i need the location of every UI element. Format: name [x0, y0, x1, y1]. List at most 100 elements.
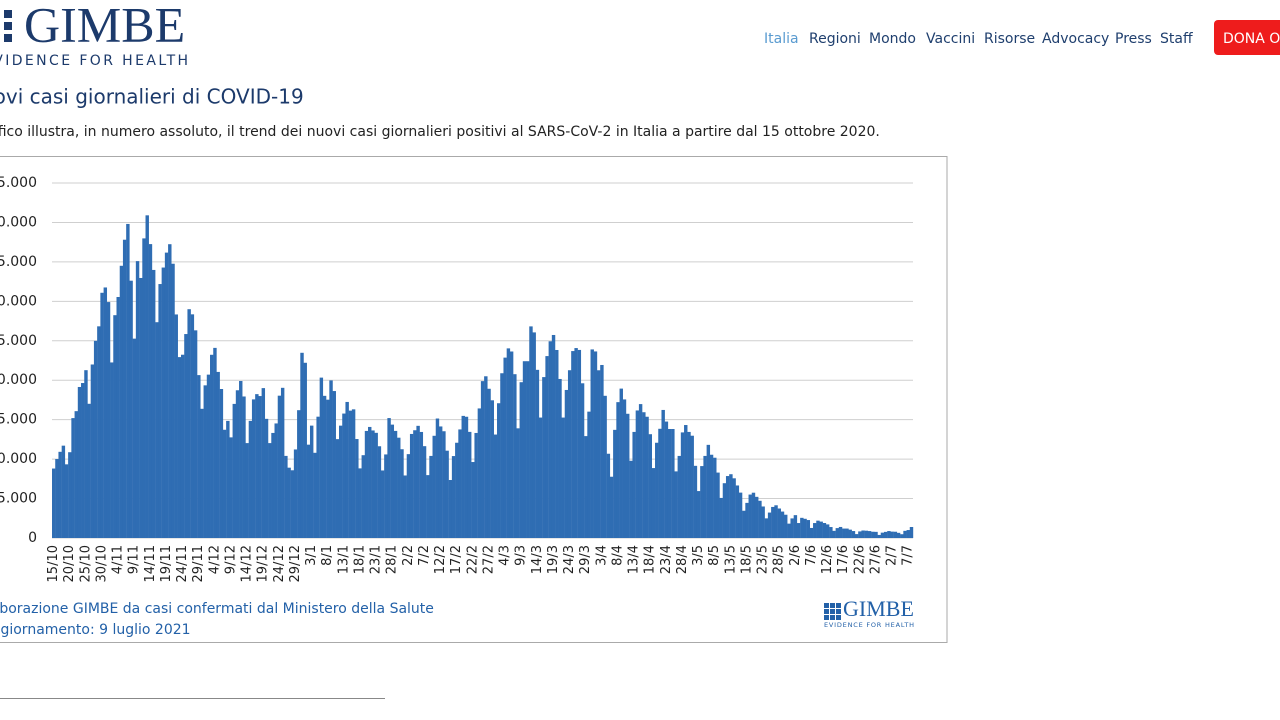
- bar: [900, 534, 904, 538]
- x-tick-label: 7/7: [901, 545, 916, 566]
- bar: [280, 387, 285, 538]
- bar: [90, 364, 95, 538]
- x-tick-label: 8/4: [610, 545, 625, 566]
- bar: [377, 446, 382, 538]
- donate-label[interactable]: DONA ORA: [1223, 31, 1280, 47]
- nav-item[interactable]: Advocacy: [1042, 31, 1109, 47]
- x-tick-label: 22/6: [852, 545, 867, 574]
- bar: [793, 515, 798, 538]
- bar: [896, 532, 901, 538]
- bar: [380, 470, 385, 538]
- bar: [716, 472, 720, 538]
- bar: [500, 373, 504, 538]
- bar: [645, 416, 649, 538]
- x-tick-label: 13/4: [627, 545, 642, 574]
- bar: [171, 263, 175, 538]
- logo[interactable]: GIMBE: [24, 0, 185, 52]
- nav-item[interactable]: Staff: [1160, 31, 1193, 47]
- x-tick-label: 18/4: [643, 545, 658, 574]
- bar: [274, 423, 278, 538]
- bar: [332, 391, 336, 538]
- bar: [487, 388, 491, 538]
- donate-button[interactable]: [1214, 20, 1280, 55]
- bar: [548, 341, 553, 538]
- bar: [700, 466, 704, 538]
- bar: [142, 238, 146, 538]
- bar: [813, 523, 817, 538]
- bar: [74, 411, 78, 538]
- bar: [622, 399, 627, 538]
- bar: [416, 425, 420, 538]
- bar: [116, 296, 120, 538]
- bar: [422, 446, 427, 538]
- x-tick-label: 12/6: [820, 545, 835, 574]
- nav-item[interactable]: Mondo: [869, 31, 916, 47]
- x-tick-label: 29/12: [288, 545, 303, 582]
- bar: [658, 428, 662, 538]
- bar: [426, 475, 430, 538]
- bar: [829, 527, 833, 538]
- bar: [703, 455, 707, 538]
- nav-item[interactable]: Risorse: [984, 31, 1035, 47]
- bar: [174, 314, 178, 538]
- bar: [268, 443, 272, 538]
- bar: [893, 531, 898, 538]
- bar: [580, 383, 585, 538]
- x-tick-label: 7/2: [417, 545, 432, 566]
- bar: [600, 364, 604, 538]
- bar: [806, 520, 811, 538]
- bar: [655, 442, 659, 538]
- bar: [709, 454, 714, 538]
- bar: [71, 418, 75, 538]
- bar: [442, 431, 446, 538]
- bar: [629, 460, 633, 538]
- y-tick-label: 30.000: [0, 293, 37, 309]
- bar: [877, 534, 881, 538]
- bar: [387, 418, 391, 538]
- chart-logo-tagline: EVIDENCE FOR HEALTH: [824, 621, 915, 629]
- bar: [451, 456, 456, 538]
- x-tick-label: 3/1: [304, 545, 319, 566]
- x-tick-label: 9/12: [223, 545, 238, 574]
- bar: [596, 370, 601, 538]
- nav-item[interactable]: Regioni: [809, 31, 861, 47]
- x-tick-label: 30/10: [94, 545, 109, 582]
- bar: [503, 357, 507, 538]
- bar: [168, 244, 172, 538]
- bar: [287, 467, 291, 538]
- bar: [222, 429, 227, 538]
- bar: [642, 412, 646, 538]
- bar: [103, 287, 108, 538]
- x-tick-label: 19/12: [256, 545, 271, 582]
- bar: [825, 524, 830, 538]
- bar: [306, 444, 311, 538]
- x-tick-label: 25/10: [78, 545, 93, 582]
- bar: [339, 425, 343, 538]
- nav-item[interactable]: Italia: [764, 31, 799, 47]
- bar: [603, 395, 607, 538]
- x-tick-label: 22/2: [465, 545, 480, 574]
- bar: [180, 354, 185, 538]
- nav-item[interactable]: Press: [1115, 31, 1152, 47]
- bar: [519, 382, 524, 538]
- bar: [235, 390, 240, 538]
- y-tick-label: 10.000: [0, 451, 37, 467]
- x-tick-label: 19/11: [159, 545, 174, 582]
- bar: [696, 491, 701, 538]
- bar: [558, 378, 562, 538]
- bar: [774, 505, 778, 538]
- bar: [880, 532, 885, 538]
- x-tick-label: 8/5: [707, 545, 722, 566]
- nav-item[interactable]: Vaccini: [926, 31, 975, 47]
- bar: [661, 409, 665, 538]
- bar: [800, 517, 804, 538]
- bar: [871, 531, 875, 538]
- bar: [609, 476, 614, 538]
- bar: [319, 377, 324, 538]
- x-tick-label: 4/12: [207, 545, 222, 574]
- bar: [616, 402, 620, 538]
- bar: [751, 492, 756, 538]
- bar: [516, 428, 520, 538]
- bar: [480, 381, 485, 538]
